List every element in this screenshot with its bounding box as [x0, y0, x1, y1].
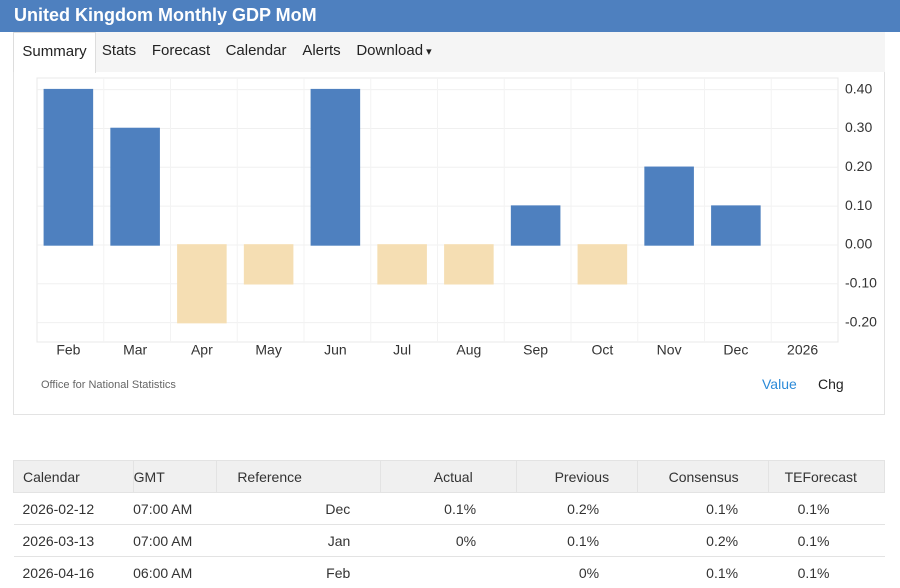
header-cell: Actual — [380, 461, 516, 493]
bar — [44, 90, 92, 245]
cell: Jan — [217, 525, 380, 557]
cell: 0.1% — [380, 493, 516, 525]
x-tick-label: Oct — [591, 342, 613, 358]
x-tick-label: 2026 — [787, 342, 818, 358]
cell: 2026-03-13 — [14, 525, 134, 557]
y-tick-label: 0.20 — [845, 158, 872, 174]
header-cell: Reference — [217, 461, 380, 493]
bar — [712, 206, 760, 245]
bar — [311, 90, 359, 245]
cell — [380, 557, 516, 588]
y-tick-label: 0.10 — [845, 197, 872, 213]
bar — [378, 245, 426, 284]
x-tick-label: Nov — [657, 342, 682, 358]
x-tick-label: Mar — [123, 342, 147, 358]
cell: 0.1% — [768, 557, 884, 588]
x-tick-label: Jul — [393, 342, 411, 358]
cell: 06:00 AM — [133, 557, 217, 588]
bar — [111, 128, 159, 244]
header-cell: TEForecast — [768, 461, 884, 493]
cell: Dec — [217, 493, 380, 525]
y-tick-label: -0.10 — [845, 274, 877, 290]
cell: 0.1% — [768, 493, 884, 525]
y-tick-label: 0.00 — [845, 236, 872, 252]
y-tick-label: -0.20 — [845, 313, 877, 329]
x-tick-label: Sep — [523, 342, 548, 358]
cell: 0.1% — [637, 493, 768, 525]
header-cell: Consensus — [637, 461, 768, 493]
y-tick-label: 0.30 — [845, 119, 872, 135]
cell: 0% — [380, 525, 516, 557]
x-tick-label: Apr — [191, 342, 213, 358]
x-tick-label: May — [255, 342, 281, 358]
bar — [445, 245, 493, 284]
value-toggle[interactable]: Value — [762, 376, 797, 392]
cell: 0.1% — [637, 557, 768, 588]
cell: Feb — [217, 557, 380, 588]
chart: Office for National Statistics 0.40 0.30 0… — [0, 0, 900, 420]
bar — [178, 245, 226, 323]
cell: 0.2% — [637, 525, 768, 557]
source: Office for National Statistics — [41, 379, 176, 391]
x-tick-label: Dec — [723, 342, 748, 358]
y-tick-label: 0.40 — [845, 80, 872, 96]
cell: 2026-02-12 — [14, 493, 134, 525]
cell: 0.1% — [516, 525, 637, 557]
cell: 07:00 AM — [133, 525, 217, 557]
x-tick-label: Aug — [456, 342, 481, 358]
bar — [645, 167, 693, 245]
header-cell: Previous — [516, 461, 637, 493]
header-cell: GMT — [133, 461, 217, 493]
cell: 2026-04-16 — [14, 557, 134, 588]
cell: 0% — [516, 557, 637, 588]
bar — [512, 206, 560, 245]
cell: 0.1% — [768, 525, 884, 557]
x-tick-label: Jun — [324, 342, 347, 358]
bar — [245, 245, 293, 284]
x-tick-label: Feb — [56, 342, 80, 358]
bar — [578, 245, 626, 284]
header-cell: Calendar — [14, 461, 134, 493]
cell: 07:00 AM — [133, 493, 217, 525]
cell: 0.2% — [516, 493, 637, 525]
chg-toggle[interactable]: Chg — [818, 376, 844, 392]
